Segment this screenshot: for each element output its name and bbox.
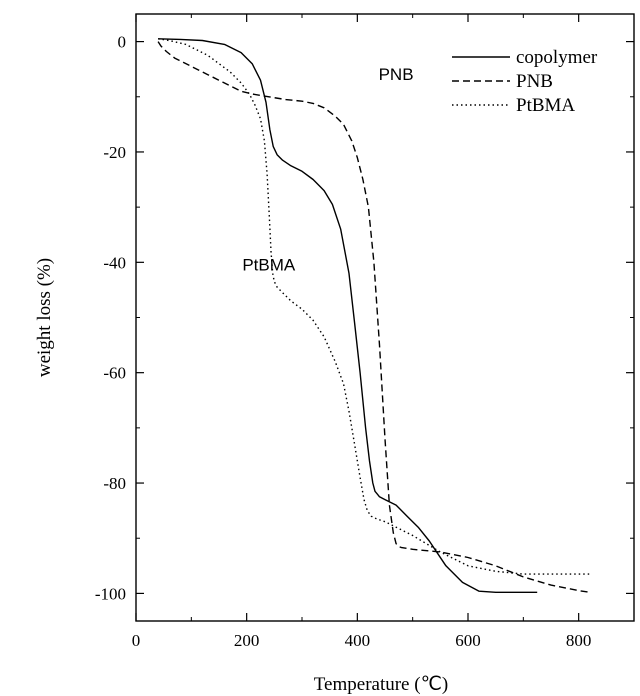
x-tick-label: 200 [234,631,260,650]
y-tick-label: -20 [103,143,126,162]
y-tick-label: -100 [95,584,126,603]
series-line-ptbma [157,38,590,575]
annotation-label: PtBMA [242,256,296,275]
y-axis-label: weight loss (%) [34,258,55,377]
x-tick-label: 800 [566,631,592,650]
series-line-pnb [157,41,590,593]
x-tick-label: 400 [345,631,371,650]
legend-label-pnb: PNB [516,71,553,92]
x-axis-label: Temperature (℃) [314,674,448,695]
annotation-label: PNB [379,65,414,84]
legend-label-ptbma: PtBMA [516,95,575,116]
y-tick-label: -80 [103,474,126,493]
x-tick-label: 600 [455,631,481,650]
y-tick-label: -40 [103,253,126,272]
y-tick-label: -60 [103,364,126,383]
x-tick-label: 0 [132,631,141,650]
series-line-copolymer [158,38,538,593]
y-tick-label: 0 [118,33,127,52]
legend-label-copolymer: copolymer [516,47,598,68]
